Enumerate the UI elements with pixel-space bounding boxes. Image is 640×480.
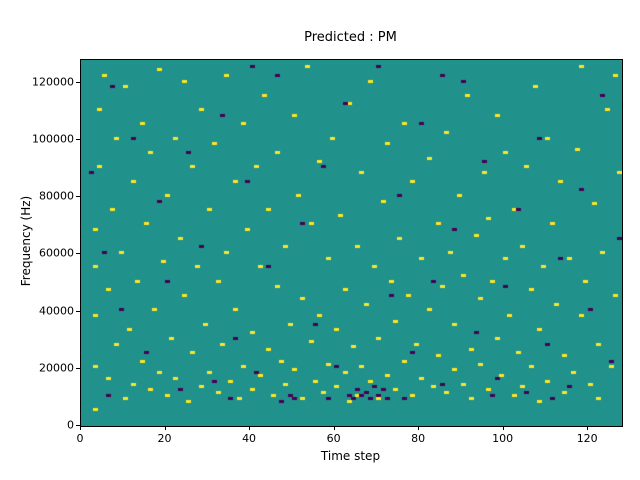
- x-tick-mark: [587, 426, 589, 430]
- x-tick-mark: [164, 426, 166, 430]
- x-tick-label: 80: [411, 432, 426, 445]
- x-tick-label: 120: [576, 432, 598, 445]
- y-axis-label: Frequency (Hz): [19, 195, 33, 287]
- y-tick-mark: [76, 81, 80, 83]
- y-tick-mark: [76, 425, 80, 426]
- x-tick-label: 40: [242, 432, 257, 445]
- y-tick-label: 40000: [39, 304, 74, 318]
- x-axis-label: Time step: [320, 449, 381, 463]
- x-tick-label: 20: [157, 432, 172, 445]
- x-tick-mark: [80, 426, 81, 430]
- x-tick-label: 100: [492, 432, 514, 445]
- y-tick-label: 20000: [39, 361, 74, 375]
- y-tick-label: 80000: [39, 189, 74, 203]
- y-tick-mark: [76, 253, 80, 255]
- x-tick-mark: [418, 426, 420, 430]
- x-tick-label: 60: [326, 432, 341, 445]
- y-tick-mark: [76, 367, 80, 369]
- y-tick-label: 100000: [32, 132, 74, 146]
- plot-area: [80, 59, 623, 427]
- x-tick-label: 0: [76, 432, 84, 445]
- plot-title: Predicted : PM: [304, 30, 397, 45]
- y-tick-mark: [76, 139, 80, 141]
- y-tick-label: 120000: [32, 75, 74, 89]
- x-tick-mark: [333, 426, 335, 430]
- y-tick-mark: [76, 310, 80, 312]
- x-tick-mark: [502, 426, 504, 430]
- y-tick-label: 0: [67, 418, 74, 432]
- y-tick-label: 60000: [39, 246, 74, 260]
- y-tick-mark: [76, 196, 80, 198]
- heatmap-canvas: [81, 60, 622, 426]
- x-tick-mark: [249, 426, 251, 430]
